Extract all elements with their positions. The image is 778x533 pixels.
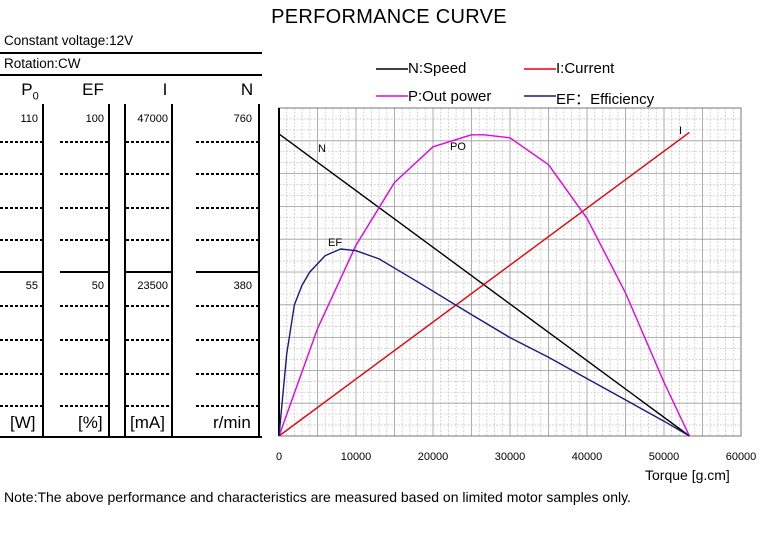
footnote: Note:The above performance and character… bbox=[4, 489, 631, 505]
column-divider bbox=[108, 104, 110, 436]
chart-title: PERFORMANCE CURVE bbox=[271, 6, 507, 28]
series-label-n: N bbox=[318, 143, 326, 155]
voltage-label: Constant voltage:12V bbox=[4, 33, 134, 48]
x-axis-title: Torque [g.cm] bbox=[645, 467, 730, 483]
divider bbox=[0, 436, 262, 438]
legend-speed-label: N:Speed bbox=[408, 60, 467, 77]
divider bbox=[0, 52, 262, 54]
grid bbox=[278, 107, 742, 437]
p0-unit: [W] bbox=[10, 413, 36, 432]
x-tick-label: 0 bbox=[275, 451, 283, 463]
rotation-label: Rotation:CW bbox=[4, 56, 81, 71]
scale-tick-marks bbox=[0, 141, 258, 407]
column-divider bbox=[258, 104, 260, 436]
column-header-ef: EF bbox=[82, 80, 104, 99]
legend-current-label: I:Current bbox=[556, 60, 615, 77]
i-max-value: 47000 bbox=[137, 113, 168, 125]
x-tick-label: 60000 bbox=[725, 451, 757, 463]
series-label-po: PO bbox=[450, 141, 466, 153]
i-unit: [mA] bbox=[130, 413, 165, 432]
plot-area: N I PO EF bbox=[278, 107, 742, 437]
column-divider bbox=[124, 104, 126, 436]
column-divider bbox=[171, 104, 173, 436]
legend-power-label: P:Out power bbox=[408, 88, 492, 105]
ef-mid-value: 50 bbox=[91, 280, 104, 292]
ef-unit: [%] bbox=[78, 413, 103, 432]
series-label-ef: EF bbox=[328, 237, 342, 249]
series-line-i bbox=[278, 131, 690, 437]
series-label-i: I bbox=[679, 125, 682, 137]
column-header-i: I bbox=[162, 80, 168, 99]
column-divider bbox=[42, 104, 44, 436]
x-tick-label: 10000 bbox=[340, 451, 372, 463]
n-max-value: 760 bbox=[233, 113, 252, 125]
x-tick-label: 40000 bbox=[571, 451, 603, 463]
n-unit: r/min bbox=[213, 413, 251, 432]
legend-efficiency-label: EF：Efficiency bbox=[556, 91, 655, 108]
series-line-po bbox=[278, 134, 691, 437]
ef-max-value: 100 bbox=[85, 113, 104, 125]
divider bbox=[0, 74, 262, 76]
p0-max-value: 110 bbox=[20, 113, 38, 125]
legend bbox=[376, 68, 556, 97]
series-line-ef bbox=[278, 248, 690, 437]
x-tick-label: 20000 bbox=[417, 451, 449, 463]
column-header-n: N bbox=[240, 80, 254, 99]
p0-mid-value: 55 bbox=[25, 280, 38, 292]
x-tick-label: 30000 bbox=[494, 451, 526, 463]
column-header-p0: P0 bbox=[21, 80, 39, 103]
x-tick-label: 50000 bbox=[648, 451, 680, 463]
n-mid-value: 380 bbox=[233, 280, 252, 292]
i-mid-value: 23500 bbox=[137, 280, 168, 292]
